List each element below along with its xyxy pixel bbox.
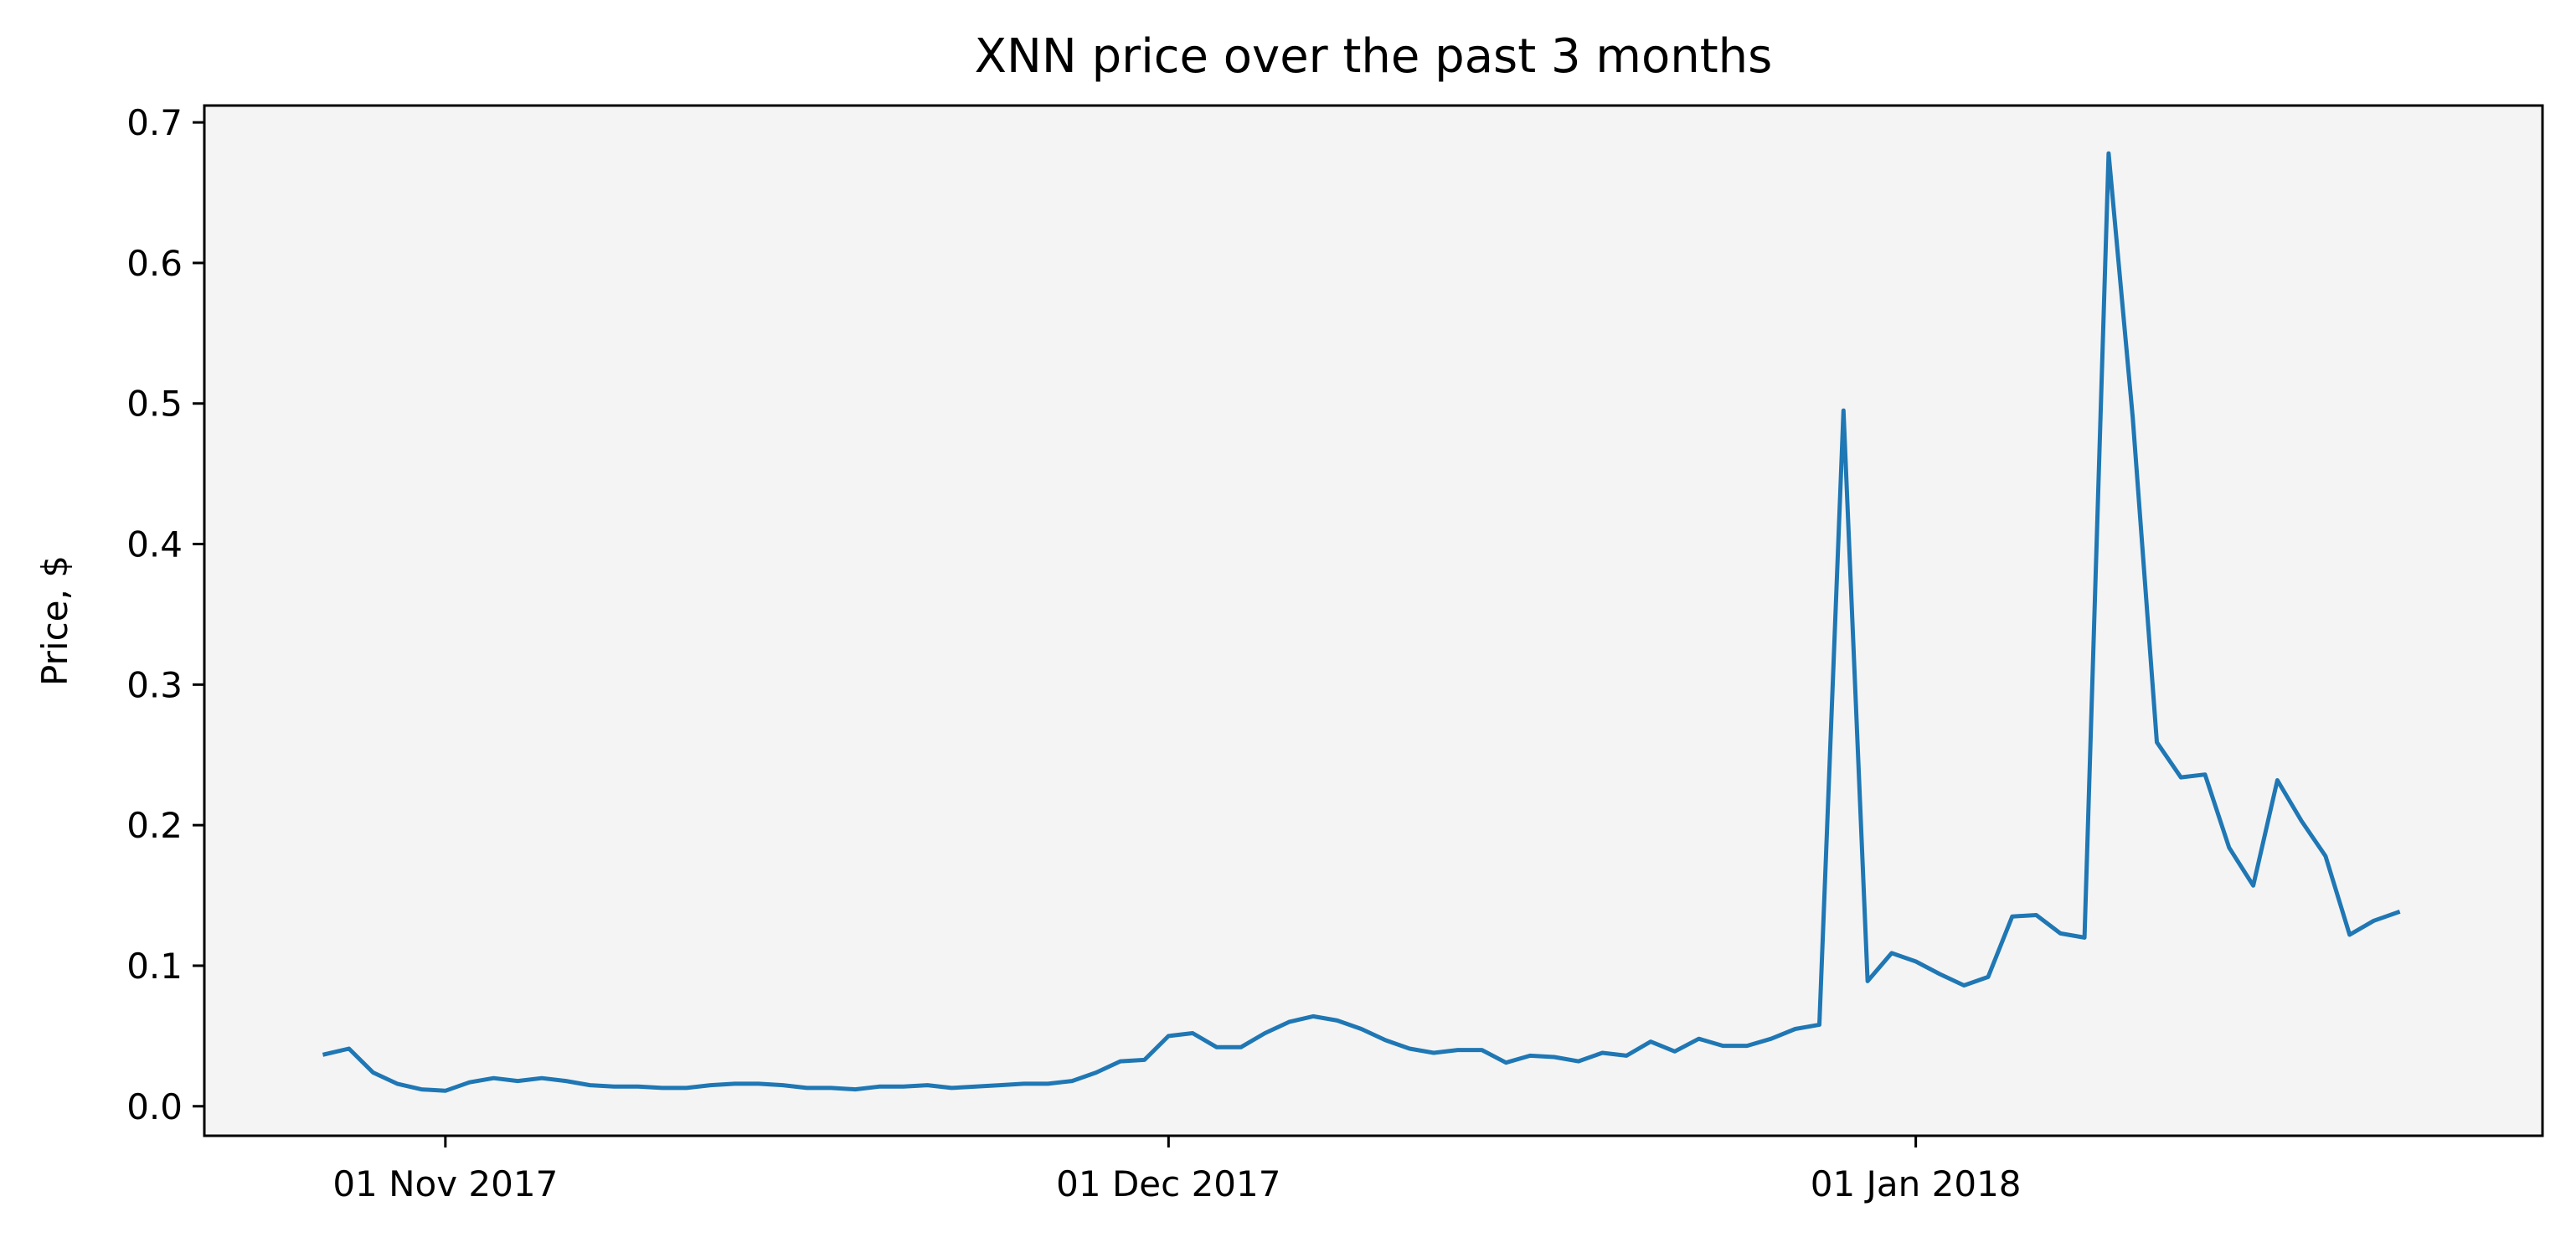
chart-title: XNN price over the past 3 months	[975, 29, 1773, 84]
price-series-line	[322, 151, 2401, 1093]
y-axis-label: Price, $	[34, 555, 75, 686]
plot-frame	[203, 104, 2544, 1137]
y-tick-label: 0.0	[126, 1086, 183, 1127]
y-tick-label: 0.2	[126, 805, 183, 846]
y-tick-label: 0.3	[126, 664, 183, 705]
y-tick-label: 0.1	[126, 946, 183, 987]
y-tick-label: 0.4	[126, 524, 183, 565]
plot-area	[204, 106, 2543, 1136]
x-tick-label: 01 Dec 2017	[1056, 1163, 1280, 1204]
y-tick-label: 0.7	[126, 102, 183, 143]
y-tick-label: 0.5	[126, 384, 183, 425]
x-tick-label: 01 Jan 2018	[1811, 1163, 2022, 1204]
y-ticks: 0.0 0.1 0.2 0.3 0.4 0.5 0.6 0.7	[126, 102, 204, 1127]
x-tick-label: 01 Nov 2017	[332, 1163, 558, 1204]
x-ticks: 01 Nov 2017 01 Dec 2017 01 Jan 2018	[332, 1136, 2022, 1204]
y-tick-label: 0.6	[126, 243, 183, 284]
